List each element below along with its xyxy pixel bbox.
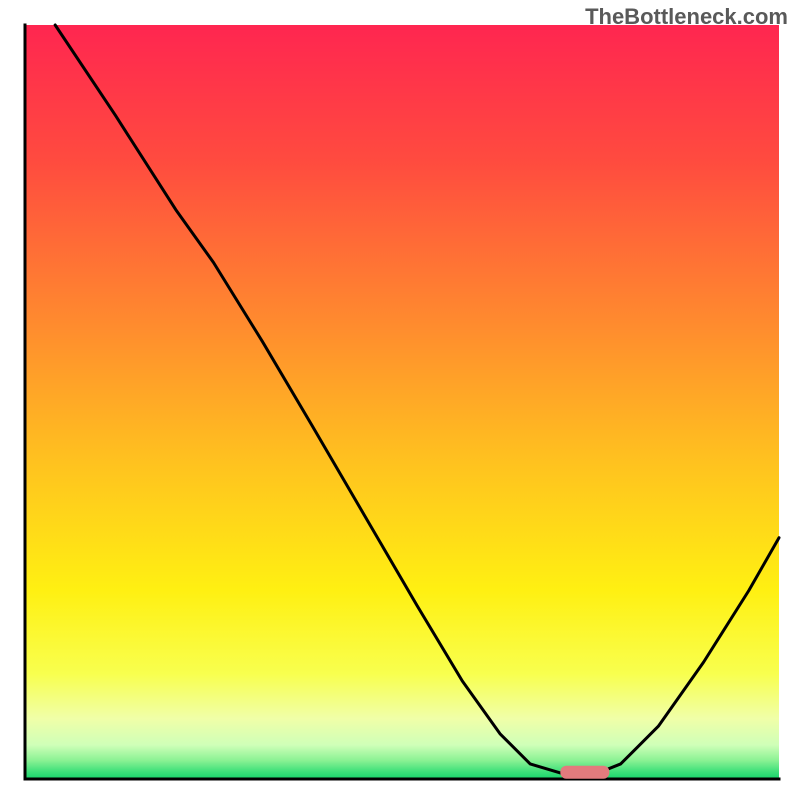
optimal-range-marker (560, 766, 609, 779)
watermark-text: TheBottleneck.com (585, 4, 788, 30)
plot-background (25, 25, 779, 779)
bottleneck-chart (0, 0, 800, 800)
chart-container: { "watermark": { "text": "TheBottleneck.… (0, 0, 800, 800)
